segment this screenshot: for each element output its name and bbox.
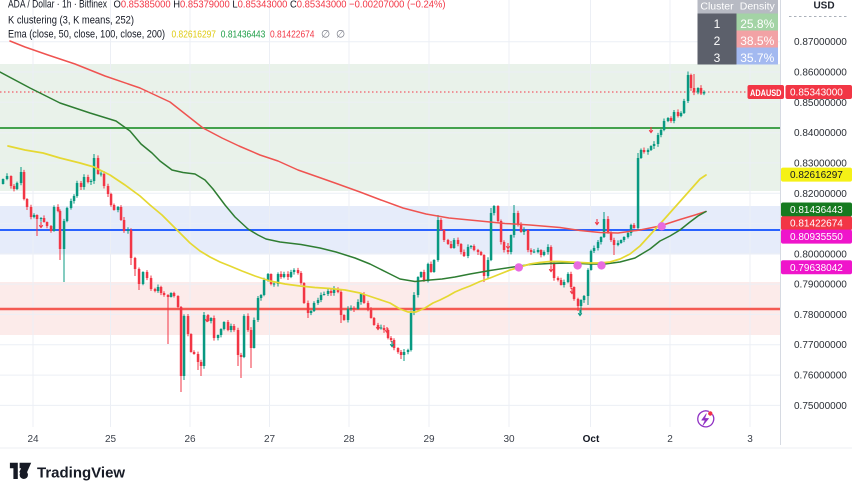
svg-text:0.81436443: 0.81436443 (790, 205, 843, 216)
svg-text:0.82616297: 0.82616297 (790, 170, 843, 181)
svg-text:2: 2 (714, 34, 721, 48)
svg-text:0.79638042: 0.79638042 (790, 263, 843, 274)
svg-text:O0.85385000 H0.85379000 L0.853: O0.85385000 H0.85379000 L0.85343000 C0.8… (114, 0, 446, 11)
svg-text:ADA / Dollar · 1h · Bitfinex: ADA / Dollar · 1h · Bitfinex (8, 0, 107, 11)
svg-text:ADAUSD: ADAUSD (750, 88, 782, 98)
svg-text:0.83000000: 0.83000000 (794, 159, 847, 170)
svg-text:24: 24 (27, 434, 39, 445)
svg-text:Cluster: Cluster (700, 1, 734, 13)
svg-text:Ema (close, 50, close, 100, cl: Ema (close, 50, close, 100, close, 200) (8, 29, 165, 41)
svg-text:28: 28 (343, 434, 355, 445)
svg-text:Oct: Oct (583, 434, 600, 445)
svg-text:0.87000000: 0.87000000 (794, 37, 847, 48)
svg-text:0.85000000: 0.85000000 (794, 98, 847, 109)
svg-text:26: 26 (184, 434, 196, 445)
svg-text:Density: Density (740, 1, 776, 13)
svg-text:35.7%: 35.7% (740, 51, 774, 65)
svg-text:25.8%: 25.8% (740, 17, 774, 31)
svg-text:K clustering (3, K means, 252): K clustering (3, K means, 252) (8, 15, 134, 27)
svg-text:0.78000000: 0.78000000 (794, 310, 847, 321)
svg-text:TradingView: TradingView (37, 465, 125, 482)
svg-text:0.77000000: 0.77000000 (794, 340, 847, 351)
svg-text:0.75000000: 0.75000000 (794, 401, 847, 412)
svg-text:30: 30 (503, 434, 515, 445)
svg-text:∅ ∅: ∅ ∅ (321, 29, 345, 41)
svg-text:0.84000000: 0.84000000 (794, 128, 847, 139)
svg-text:0.82616297: 0.82616297 (172, 29, 217, 41)
svg-text:0.86000000: 0.86000000 (794, 68, 847, 79)
svg-text:0.81422674: 0.81422674 (790, 219, 843, 230)
svg-text:27: 27 (264, 434, 276, 445)
svg-text:29: 29 (423, 434, 435, 445)
svg-text:2: 2 (667, 434, 673, 445)
svg-text:3: 3 (747, 434, 753, 445)
svg-text:1: 1 (714, 17, 721, 31)
svg-text:USD: USD (813, 1, 834, 12)
svg-text:3: 3 (714, 51, 721, 65)
svg-text:38.5%: 38.5% (740, 34, 774, 48)
svg-text:0.85343000: 0.85343000 (790, 88, 843, 99)
svg-text:0.80935550: 0.80935550 (790, 232, 843, 243)
svg-text:0.82000000: 0.82000000 (794, 189, 847, 200)
svg-text:25: 25 (105, 434, 117, 445)
svg-text:0.79000000: 0.79000000 (794, 280, 847, 291)
svg-text:0.76000000: 0.76000000 (794, 371, 847, 382)
svg-text:0.81422674: 0.81422674 (270, 29, 315, 41)
svg-text:0.80000000: 0.80000000 (794, 249, 847, 260)
svg-text:0.81436443: 0.81436443 (221, 29, 266, 41)
